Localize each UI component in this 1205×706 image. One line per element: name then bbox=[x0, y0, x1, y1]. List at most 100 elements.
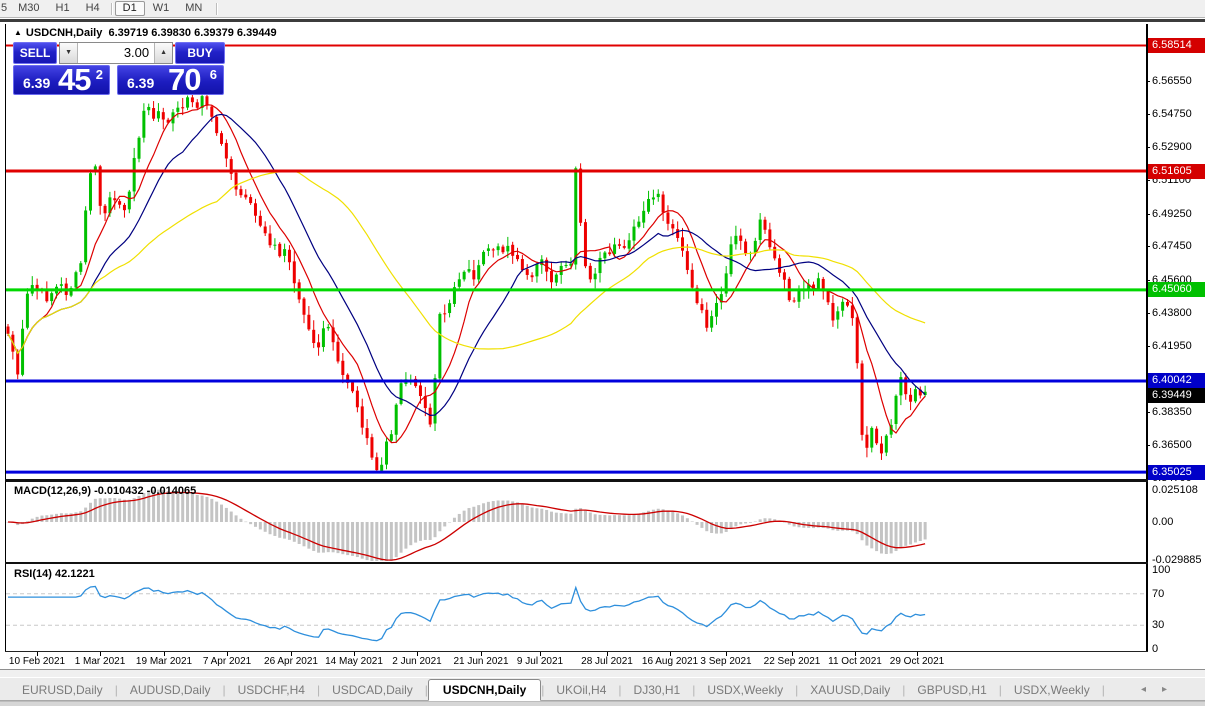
timeframe-button-M30[interactable]: M30 bbox=[18, 2, 40, 14]
price-axis-label: 6.49250 bbox=[1152, 207, 1192, 220]
price-axis-tick bbox=[1146, 180, 1150, 182]
sell-button[interactable]: SELL bbox=[13, 42, 58, 64]
date-axis-tick bbox=[540, 652, 541, 656]
rsi-panel-separator[interactable] bbox=[5, 651, 1205, 652]
chart-tab-XAUUSD-Daily[interactable]: XAUUSD,Daily bbox=[810, 683, 891, 697]
date-axis-tick bbox=[855, 652, 856, 656]
date-axis-label: 9 Jul 2021 bbox=[516, 656, 564, 667]
sell-price-pip: 2 bbox=[95, 67, 103, 82]
date-axis-tick bbox=[417, 652, 418, 656]
sell-price-main: 45 bbox=[58, 62, 91, 97]
status-strip bbox=[0, 701, 1205, 706]
timeframe-button-MN[interactable]: MN bbox=[185, 2, 203, 14]
chart-tab-EURUSD-Daily[interactable]: EURUSD,Daily bbox=[22, 683, 103, 697]
price-axis-tick bbox=[1146, 411, 1150, 413]
buy-button[interactable]: BUY bbox=[175, 42, 225, 64]
toolbar-divider bbox=[110, 2, 112, 15]
macd-axis-label: -0.029885 bbox=[1152, 554, 1202, 567]
buy-price-pip: 6 bbox=[209, 67, 217, 82]
price-axis-label: 6.56550 bbox=[1152, 75, 1192, 88]
timeframe-button-W1[interactable]: W1 bbox=[152, 2, 170, 14]
chart-symbol-label: USDCNH,Daily bbox=[25, 27, 103, 39]
price-axis-tick bbox=[1146, 280, 1150, 282]
date-axis-label: 19 Mar 2021 bbox=[135, 656, 193, 667]
volume-decrease-icon[interactable]: ▼ bbox=[60, 43, 79, 63]
price-axis-label: 6.38350 bbox=[1152, 405, 1192, 418]
date-axis-label: 2 Jun 2021 bbox=[392, 656, 442, 667]
chart-tab-UKOil-H4[interactable]: UKOil,H4 bbox=[556, 683, 607, 697]
date-axis-label: 16 Aug 2021 bbox=[641, 656, 699, 667]
price-axis-tick bbox=[1146, 246, 1150, 248]
buy-price-prefix: 6.39 bbox=[127, 75, 155, 91]
volume-input[interactable]: 3.00 bbox=[78, 43, 155, 63]
date-axis-tick bbox=[164, 652, 165, 656]
price-axis[interactable]: 6.56550 6.54750 6.52900 6.51100 6.49250 6.474… bbox=[1146, 24, 1205, 655]
chart-tab-USDX-Weekly[interactable]: USDX,Weekly bbox=[1013, 683, 1090, 697]
price-axis-label: 6.36500 bbox=[1152, 439, 1192, 452]
timeframe-button-5[interactable]: 5 bbox=[1, 2, 8, 14]
buy-price-main: 70 bbox=[168, 62, 201, 97]
price-axis-tick bbox=[1146, 445, 1150, 447]
tab-separator: | bbox=[541, 683, 545, 697]
chart-left-border bbox=[5, 24, 6, 652]
date-axis-label: 7 Apr 2021 bbox=[202, 656, 252, 667]
timeframe-button-D1[interactable]: D1 bbox=[114, 1, 145, 16]
price-axis-tick bbox=[1146, 81, 1150, 83]
tab-scroll-left-icon[interactable]: ◂ bbox=[1140, 684, 1146, 695]
rsi-axis-label: 70 bbox=[1152, 587, 1165, 600]
tab-separator: | bbox=[692, 683, 696, 697]
collapse-chart-icon[interactable]: ▲ bbox=[14, 28, 22, 37]
chart-tab-USDCHF-H4[interactable]: USDCHF,H4 bbox=[237, 683, 305, 697]
price-axis-tick bbox=[1146, 312, 1150, 314]
price-level-badge: 6.51605 bbox=[1148, 163, 1205, 179]
tab-separator: | bbox=[902, 683, 906, 697]
macd-panel-separator[interactable] bbox=[5, 562, 1148, 564]
date-axis-tick bbox=[481, 652, 482, 656]
buy-price-button[interactable]: 6.39 70 6 bbox=[117, 62, 224, 97]
sell-price-prefix: 6.39 bbox=[23, 75, 51, 91]
date-axis-label: 26 Apr 2021 bbox=[264, 656, 318, 667]
sell-price-button[interactable]: 6.39 45 2 bbox=[13, 62, 110, 97]
tab-scroll-right-icon[interactable]: ▸ bbox=[1161, 684, 1167, 695]
timeframe-button-H1[interactable]: H1 bbox=[55, 2, 70, 14]
date-axis-tick bbox=[917, 652, 918, 656]
moving-average-8 bbox=[7, 104, 926, 444]
chart-ohlc-values: 6.39719 6.39830 6.39379 6.39449 bbox=[108, 27, 277, 39]
chart-tab-USDCAD-Daily[interactable]: USDCAD,Daily bbox=[332, 683, 413, 697]
price-axis-tick bbox=[1146, 113, 1150, 115]
chart-tab-bar: EURUSD,Daily | AUDUSD,Daily | USDCHF,H4 | USDC… bbox=[0, 678, 1205, 701]
date-axis-tick bbox=[37, 652, 38, 656]
volume-increase-icon[interactable]: ▲ bbox=[154, 43, 173, 63]
date-axis-label: 10 Feb 2021 bbox=[8, 656, 66, 667]
date-axis-label: 1 Mar 2021 bbox=[74, 656, 126, 667]
chart-tab-AUDUSD-Daily[interactable]: AUDUSD,Daily bbox=[129, 683, 211, 697]
chart-tab-USDCNH-Daily[interactable]: USDCNH,Daily bbox=[427, 679, 542, 701]
price-axis-label: 6.52900 bbox=[1152, 141, 1192, 154]
price-level-badge: 6.35025 bbox=[1148, 464, 1205, 480]
macd-axis-label: 0.00 bbox=[1152, 516, 1174, 528]
price-axis-label: 6.43800 bbox=[1152, 306, 1192, 319]
one-click-trade-panel: SELL ▼ 3.00 ▲ BUY 6.39 45 2 6.39 70 6 bbox=[13, 42, 225, 97]
timeframe-button-H4[interactable]: H4 bbox=[85, 2, 100, 14]
tab-separator: | bbox=[114, 683, 118, 697]
rsi-axis-label: 0 bbox=[1152, 643, 1159, 655]
moving-average-18 bbox=[7, 113, 926, 417]
date-axis-label: 22 Sep 2021 bbox=[763, 656, 821, 667]
chart-tab-GBPUSD-H1[interactable]: GBPUSD,H1 bbox=[917, 683, 987, 697]
date-axis-tick bbox=[670, 652, 671, 656]
date-axis-tick bbox=[726, 652, 727, 656]
price-level-badge: 6.45060 bbox=[1148, 282, 1205, 298]
main-panel-separator[interactable] bbox=[5, 479, 1148, 482]
chart-tab-USDX-Weekly[interactable]: USDX,Weekly bbox=[707, 683, 784, 697]
price-level-badge: 6.40042 bbox=[1148, 373, 1205, 389]
rsi-axis-label: 100 bbox=[1152, 564, 1171, 576]
date-axis-label: 28 Jul 2021 bbox=[581, 656, 633, 667]
date-axis-tick bbox=[227, 652, 228, 656]
tab-separator: | bbox=[795, 683, 799, 697]
chart-tab-DJ30-H1[interactable]: DJ30,H1 bbox=[633, 683, 681, 697]
rsi-indicator-label: RSI(14) 42.1221 bbox=[14, 568, 95, 580]
date-axis[interactable]: 10 Feb 2021 1 Mar 2021 19 Mar 2021 7 Apr 20… bbox=[0, 652, 1205, 669]
date-axis-label: 29 Oct 2021 bbox=[889, 656, 945, 667]
date-axis-tick bbox=[607, 652, 608, 656]
